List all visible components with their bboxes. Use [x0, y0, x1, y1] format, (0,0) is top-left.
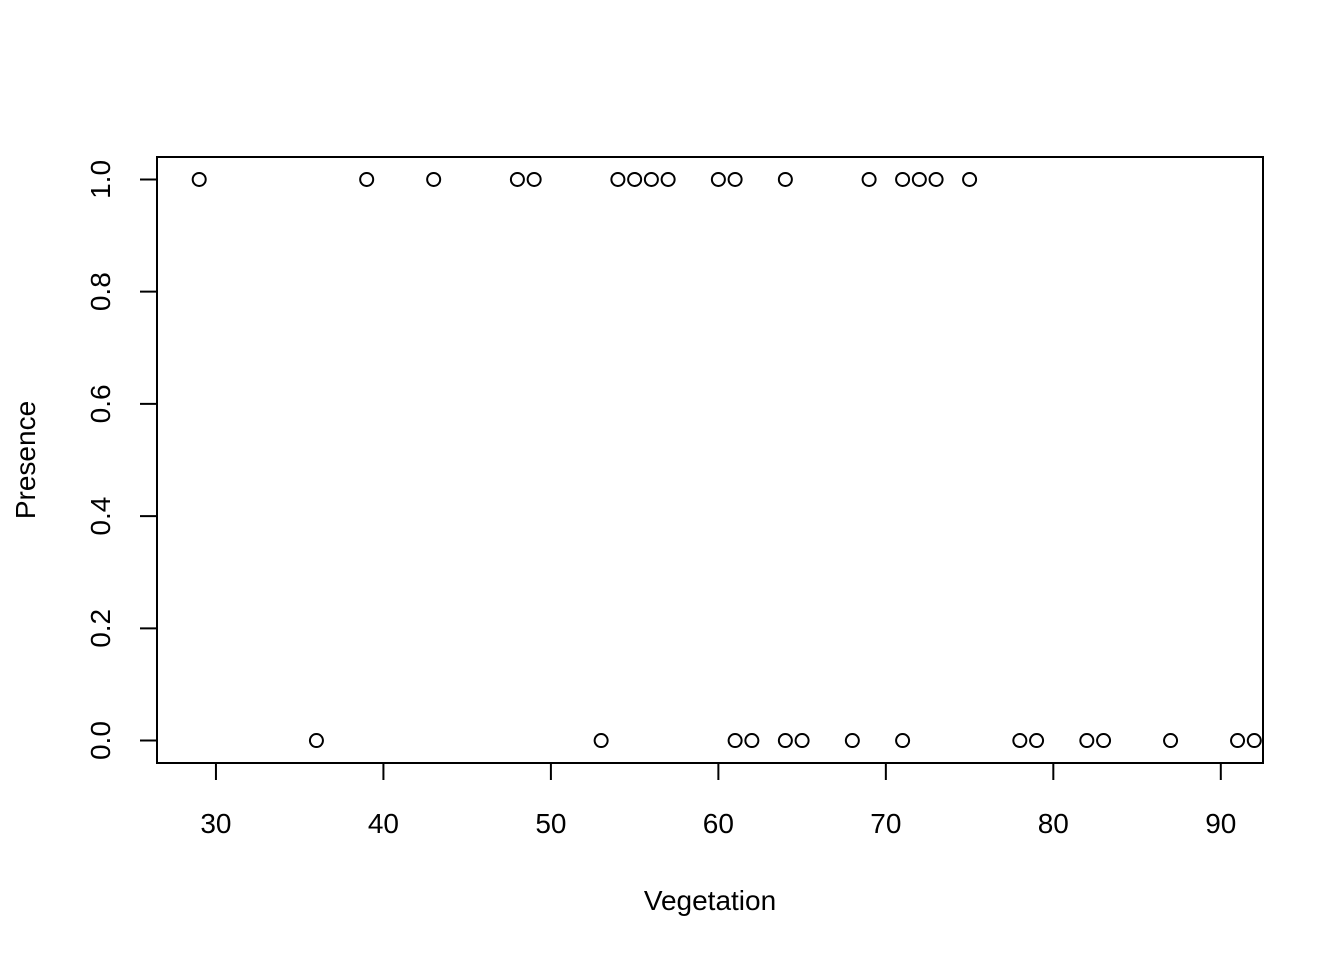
- data-point: [861, 171, 877, 187]
- y-tick-label: 0.0: [85, 721, 116, 760]
- data-point: [1096, 733, 1112, 749]
- x-tick-label: 60: [703, 808, 734, 839]
- data-point: [1246, 733, 1262, 749]
- data-point: [1029, 733, 1045, 749]
- data-point: [526, 171, 542, 187]
- data-point: [1012, 733, 1028, 749]
- y-tick-label: 1.0: [85, 160, 116, 199]
- data-point: [962, 171, 978, 187]
- data-point: [844, 733, 860, 749]
- x-tick-label: 90: [1205, 808, 1236, 839]
- data-point: [610, 171, 626, 187]
- data-point: [928, 171, 944, 187]
- y-axis-label: Presence: [10, 401, 41, 519]
- x-tick-label: 80: [1038, 808, 1069, 839]
- y-axis: 0.0 0.2 0.4 0.6 0.8 1.0: [85, 160, 158, 760]
- y-tick-label: 0.6: [85, 384, 116, 423]
- x-tick-label: 70: [870, 808, 901, 839]
- data-point: [794, 733, 810, 749]
- data-points: [191, 171, 1262, 749]
- x-tick-label: 50: [535, 808, 566, 839]
- data-point: [727, 171, 743, 187]
- y-tick-label: 0.2: [85, 609, 116, 648]
- x-axis: 30 40 50 60 70 80 90: [200, 762, 1236, 839]
- data-point: [643, 171, 659, 187]
- data-point: [727, 733, 743, 749]
- data-point: [660, 171, 676, 187]
- x-tick-label: 30: [200, 808, 231, 839]
- data-point: [777, 733, 793, 749]
- data-point: [895, 733, 911, 749]
- data-point: [744, 733, 760, 749]
- x-axis-label: Vegetation: [644, 885, 776, 916]
- data-point: [593, 733, 609, 749]
- data-point: [911, 171, 927, 187]
- data-point: [710, 171, 726, 187]
- data-point: [426, 171, 442, 187]
- plot-area-frame: [156, 156, 1264, 764]
- y-tick-label: 0.4: [85, 497, 116, 536]
- data-point: [1163, 733, 1179, 749]
- data-point: [895, 171, 911, 187]
- data-point: [308, 733, 324, 749]
- data-point: [1079, 733, 1095, 749]
- data-point: [191, 171, 207, 187]
- x-tick-label: 40: [368, 808, 399, 839]
- data-point: [777, 171, 793, 187]
- data-point: [359, 171, 375, 187]
- data-point: [627, 171, 643, 187]
- y-tick-label: 0.8: [85, 272, 116, 311]
- data-point: [1230, 733, 1246, 749]
- data-point: [509, 171, 525, 187]
